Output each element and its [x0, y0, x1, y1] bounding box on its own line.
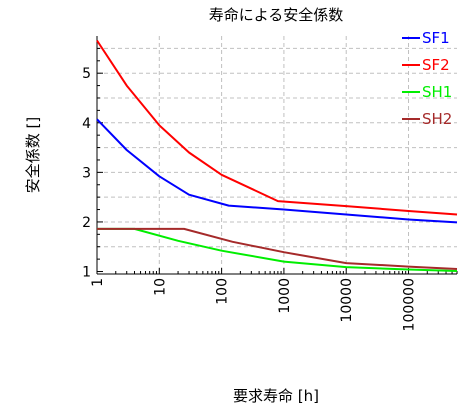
- y-tick-label: 2: [82, 215, 91, 231]
- x-tick-label: 100000: [402, 278, 418, 331]
- legend-label-sh1: SH1: [422, 83, 452, 101]
- series-line-sf1: [96, 118, 458, 224]
- legend-label-sf2: SF2: [422, 56, 450, 74]
- legend: SF1 SF2 SH1 SH2: [402, 29, 452, 128]
- x-tick-label: 1: [90, 278, 106, 287]
- series-line-sh1: [97, 227, 458, 272]
- y-axis-label: 安全係数 []: [24, 117, 42, 193]
- series-line-sh2: [97, 227, 458, 270]
- series-lines: [96, 39, 458, 272]
- x-tick-label: 10000: [339, 278, 355, 323]
- axes: 1 2 3 4 5 1 10 100 1000 10000 100000: [82, 36, 458, 331]
- x-axis-label: 要求寿命 [h]: [233, 387, 319, 405]
- series-line-sf2: [96, 39, 458, 216]
- y-tick-label: 3: [82, 165, 91, 181]
- chart-title: 寿命による安全係数: [209, 6, 344, 24]
- x-tick-label: 1000: [277, 278, 293, 314]
- y-tick-label: 1: [82, 265, 91, 281]
- x-tick-label: 10: [152, 278, 168, 296]
- grid: [96, 36, 457, 274]
- legend-label-sh2: SH2: [422, 110, 452, 128]
- y-tick-label: 4: [82, 116, 91, 132]
- legend-label-sf1: SF1: [422, 29, 450, 47]
- x-tick-label: 100: [215, 278, 231, 305]
- y-tick-label: 5: [82, 66, 91, 82]
